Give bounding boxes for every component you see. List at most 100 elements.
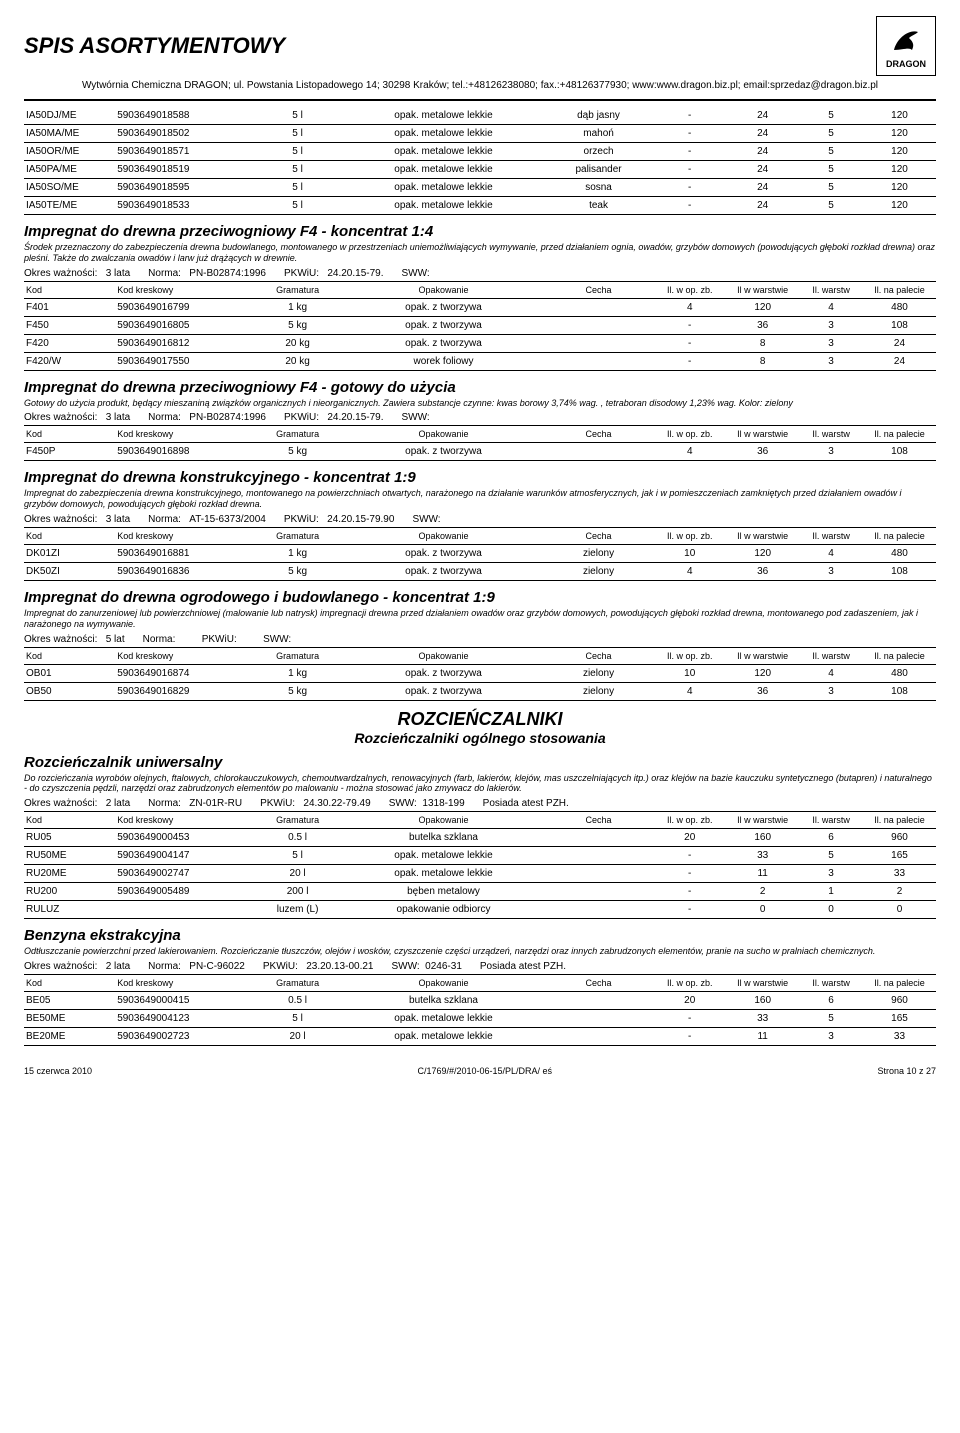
col-opzb: Il. w op. zb. [653,647,726,664]
section-title: Impregnat do drewna konstrukcyjnego - ko… [24,469,936,486]
table-row: RU20ME 5903649002747 20 l opak. metalowe… [24,865,936,883]
cell-kod: IA50MA/ME [24,125,115,143]
cell-warstwie: 36 [726,443,799,461]
meta-norma: Norma: PN-C-96022 [148,961,245,972]
cell-cecha [544,352,653,370]
col-kod: Kod [24,426,115,443]
cell-gram: 5 kg [252,562,343,580]
cell-warstw: 5 [799,179,863,197]
cell-gram: 5 kg [252,682,343,700]
col-kod: Kod [24,281,115,298]
table-row: IA50PA/ME 5903649018519 5 l opak. metalo… [24,161,936,179]
cell-warstw: 6 [799,991,863,1009]
cell-warstw: 3 [799,562,863,580]
page-header: SPIS ASORTYMENTOWY DRAGON [24,16,936,76]
table-row: DK01ZI 5903649016881 1 kg opak. z tworzy… [24,544,936,562]
cell-gram: 5 l [252,179,343,197]
cell-cecha [544,1009,653,1027]
cell-kod: OB01 [24,664,115,682]
cell-cecha: palisander [544,161,653,179]
cell-opak: opak. z tworzywa [343,316,544,334]
cell-cecha [544,316,653,334]
col-cecha: Cecha [544,812,653,829]
cell-kresk [115,901,252,919]
cell-kresk: 5903649004147 [115,847,252,865]
cell-kod: IA50SO/ME [24,179,115,197]
col-opak: Opakowanie [343,281,544,298]
cell-opzb: - [653,865,726,883]
cell-warstw: 3 [799,1027,863,1045]
cell-warstwie: 11 [726,1027,799,1045]
cell-kresk: 5903649016799 [115,298,252,316]
col-kresk: Kod kreskowy [115,647,252,664]
section-table: Kod Kod kreskowy Gramatura Opakowanie Ce… [24,974,936,1046]
cell-kresk: 5903649018571 [115,143,252,161]
table-row: OB50 5903649016829 5 kg opak. z tworzywa… [24,682,936,700]
cell-palecie: 960 [863,991,936,1009]
cell-opak: opakowanie odbiorcy [343,901,544,919]
cell-kod: F450 [24,316,115,334]
cell-kod: RU20ME [24,865,115,883]
col-palecie: Il. na palecie [863,974,936,991]
col-warstwie: Il w warstwie [726,647,799,664]
cell-gram: 5 l [252,197,343,215]
cell-warstw: 0 [799,901,863,919]
cell-kod: IA50TE/ME [24,197,115,215]
col-gram: Gramatura [252,812,343,829]
table-row: F420/W 5903649017550 20 kg worek foliowy… [24,352,936,370]
cell-palecie: 480 [863,544,936,562]
meta-extra: Posiada atest PZH. [480,961,566,972]
cell-opzb: 4 [653,298,726,316]
meta-pkwiu: PKWiU: [202,634,245,645]
col-kod: Kod [24,974,115,991]
cell-kod: IA50DJ/ME [24,107,115,125]
meta-okres: Okres ważności: 3 lata [24,514,130,525]
cell-palecie: 108 [863,316,936,334]
cell-opzb: - [653,883,726,901]
col-gram: Gramatura [252,426,343,443]
table-row: BE50ME 5903649004123 5 l opak. metalowe … [24,1009,936,1027]
cell-palecie: 120 [863,143,936,161]
col-gram: Gramatura [252,974,343,991]
cell-gram: 5 l [252,1009,343,1027]
cell-kresk: 5903649018533 [115,197,252,215]
section-description: Do rozcieńczania wyrobów olejnych, ftalo… [24,773,936,795]
cell-warstw: 5 [799,161,863,179]
cell-opak: worek foliowy [343,352,544,370]
col-palecie: Il. na palecie [863,647,936,664]
cell-warstw: 4 [799,664,863,682]
section-description: Środek przeznaczony do zabezpieczenia dr… [24,242,936,264]
cell-opzb: - [653,334,726,352]
cell-gram: 1 kg [252,298,343,316]
cell-gram: 5 l [252,125,343,143]
cell-kresk: 5903649018519 [115,161,252,179]
cell-cecha: sosna [544,179,653,197]
col-palecie: Il. na palecie [863,426,936,443]
meta-norma: Norma: [143,634,184,645]
cell-warstwie: 8 [726,352,799,370]
col-kresk: Kod kreskowy [115,974,252,991]
cell-cecha: orzech [544,143,653,161]
col-gram: Gramatura [252,281,343,298]
cell-warstw: 5 [799,143,863,161]
cell-opzb: 20 [653,829,726,847]
cell-cecha [544,991,653,1009]
cell-opak: opak. metalowe lekkie [343,847,544,865]
meta-norma: Norma: ZN-01R-RU [148,798,242,809]
cell-palecie: 165 [863,1009,936,1027]
col-warstwie: Il w warstwie [726,281,799,298]
meta-extra: Posiada atest PZH. [483,798,569,809]
cell-opzb: - [653,179,726,197]
cell-opak: opak. metalowe lekkie [343,107,544,125]
meta-norma: Norma: PN-B02874:1996 [148,412,266,423]
cell-palecie: 108 [863,443,936,461]
cell-gram: 0.5 l [252,829,343,847]
cell-warstw: 1 [799,883,863,901]
cell-opzb: 20 [653,991,726,1009]
cell-kresk: 5903649017550 [115,352,252,370]
cell-gram: 0.5 l [252,991,343,1009]
meta-sww: SWW: 0246-31 [391,961,461,972]
cell-opzb: - [653,847,726,865]
cell-opak: bęben metalowy [343,883,544,901]
cell-warstwie: 8 [726,334,799,352]
